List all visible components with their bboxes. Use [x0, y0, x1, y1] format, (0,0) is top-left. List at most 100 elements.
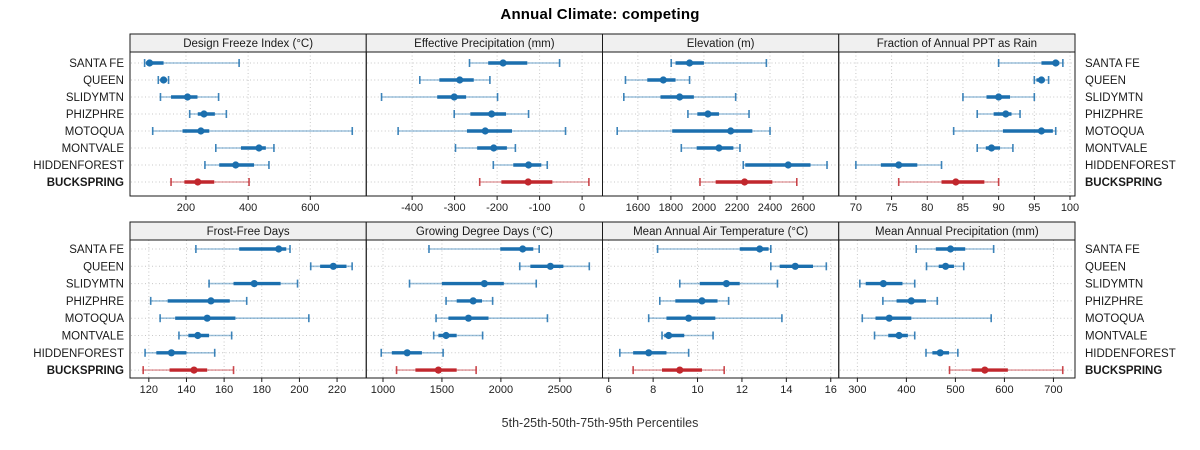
- tick-label: 75: [885, 202, 897, 214]
- panel-title: Design Freeze Index (°C): [183, 38, 313, 50]
- tick-label: 600: [995, 384, 1013, 396]
- median-dot: [469, 297, 477, 305]
- median-dot: [167, 349, 176, 357]
- median-dot: [704, 110, 712, 118]
- median-dot: [403, 349, 411, 357]
- median-dot: [885, 314, 893, 322]
- median-dot: [942, 262, 950, 270]
- median-dot: [194, 178, 202, 186]
- panel-header: [838, 33, 1076, 53]
- median-dot: [715, 144, 723, 152]
- median-dot: [645, 349, 653, 357]
- panel-title: Mean Annual Precipitation (mm): [875, 226, 1039, 238]
- site-label-right: BUCKSPRING: [1085, 177, 1162, 189]
- median-dot: [450, 93, 458, 101]
- median-dot: [524, 161, 533, 169]
- site-label-right: SANTA FE: [1085, 58, 1140, 70]
- median-dot: [480, 280, 488, 288]
- site-label-left: SLIDYMTN: [66, 279, 124, 291]
- median-dot: [722, 280, 730, 288]
- site-label-left: PHIZPHRE: [66, 296, 124, 308]
- median-dot: [442, 331, 450, 340]
- chart-title: Annual Climate: competing: [500, 6, 700, 23]
- median-dot: [665, 331, 673, 340]
- tick-label: 2000: [489, 384, 513, 396]
- tick-label: 16: [825, 384, 837, 396]
- tick-label: 400: [239, 202, 257, 214]
- tick-label: 2200: [725, 202, 749, 214]
- median-dot: [250, 280, 258, 288]
- tick-label: 1800: [659, 202, 683, 214]
- tick-label: 8: [650, 384, 656, 396]
- tick-label: 140: [177, 384, 195, 396]
- median-dot: [546, 262, 554, 270]
- median-dot: [981, 366, 989, 374]
- median-dot: [519, 245, 527, 253]
- tick-label: 700: [1044, 384, 1062, 396]
- site-label-right: SANTA FE: [1085, 244, 1140, 256]
- site-label-left: QUEEN: [83, 261, 124, 273]
- tick-label: 1000: [371, 384, 395, 396]
- median-dot: [907, 297, 915, 305]
- site-label-left: SLIDYMTN: [66, 92, 124, 104]
- median-dot: [676, 366, 684, 374]
- panel-title: Frost-Free Days: [207, 226, 290, 238]
- x-axis-label: 5th-25th-50th-75th-95th Percentiles: [501, 416, 699, 430]
- median-dot: [481, 127, 489, 135]
- median-dot: [190, 366, 198, 374]
- tick-label: -200: [486, 202, 508, 214]
- median-dot: [487, 110, 496, 118]
- median-dot: [698, 297, 706, 305]
- panel-border: [602, 239, 840, 379]
- tick-label: 500: [946, 384, 964, 396]
- tick-label: 70: [850, 202, 862, 214]
- tick-label: 200: [177, 202, 195, 214]
- site-label-right: MOTOQUA: [1085, 126, 1145, 138]
- median-dot: [183, 93, 192, 101]
- median-dot: [987, 144, 996, 152]
- tick-label: -400: [401, 202, 423, 214]
- tick-label: 2000: [692, 202, 716, 214]
- median-dot: [659, 76, 667, 84]
- median-dot: [207, 297, 215, 305]
- median-dot: [685, 314, 693, 322]
- tick-label: 1600: [626, 202, 650, 214]
- median-dot: [895, 331, 903, 340]
- tick-label: 600: [301, 202, 319, 214]
- site-label-left: HIDDENFOREST: [33, 160, 124, 172]
- site-label-right: PHIZPHRE: [1085, 296, 1143, 308]
- site-label-right: MONTVALE: [1085, 331, 1148, 343]
- tick-label: 12: [736, 384, 748, 396]
- tick-label: 2400: [758, 202, 782, 214]
- panel-title: Growing Degree Days (°C): [416, 226, 553, 238]
- median-dot: [895, 161, 903, 169]
- tick-label: 180: [253, 384, 271, 396]
- site-label-right: SLIDYMTN: [1085, 92, 1143, 104]
- panel-title: Fraction of Annual PPT as Rain: [877, 38, 1037, 50]
- tick-label: 1500: [430, 384, 454, 396]
- panel-header: [838, 221, 1076, 241]
- tick-label: 95: [1028, 202, 1040, 214]
- median-dot: [727, 127, 735, 135]
- site-label-right: QUEEN: [1085, 75, 1126, 87]
- median-dot: [329, 262, 337, 270]
- site-label-right: BUCKSPRING: [1085, 365, 1162, 377]
- tick-label: 6: [606, 384, 612, 396]
- tick-label: 2500: [548, 384, 572, 396]
- site-label-left: QUEEN: [83, 75, 124, 87]
- tick-label: 160: [215, 384, 233, 396]
- median-dot: [464, 314, 473, 322]
- median-dot: [952, 178, 960, 186]
- site-label-left: MOTOQUA: [65, 313, 125, 325]
- panel-border: [365, 239, 603, 379]
- median-dot: [1037, 76, 1046, 84]
- site-label-left: BUCKSPRING: [47, 365, 124, 377]
- median-dot: [200, 110, 208, 118]
- median-dot: [255, 144, 263, 152]
- median-dot: [490, 144, 498, 152]
- median-dot: [159, 76, 168, 84]
- site-label-right: QUEEN: [1085, 261, 1126, 273]
- tick-label: 14: [780, 384, 792, 396]
